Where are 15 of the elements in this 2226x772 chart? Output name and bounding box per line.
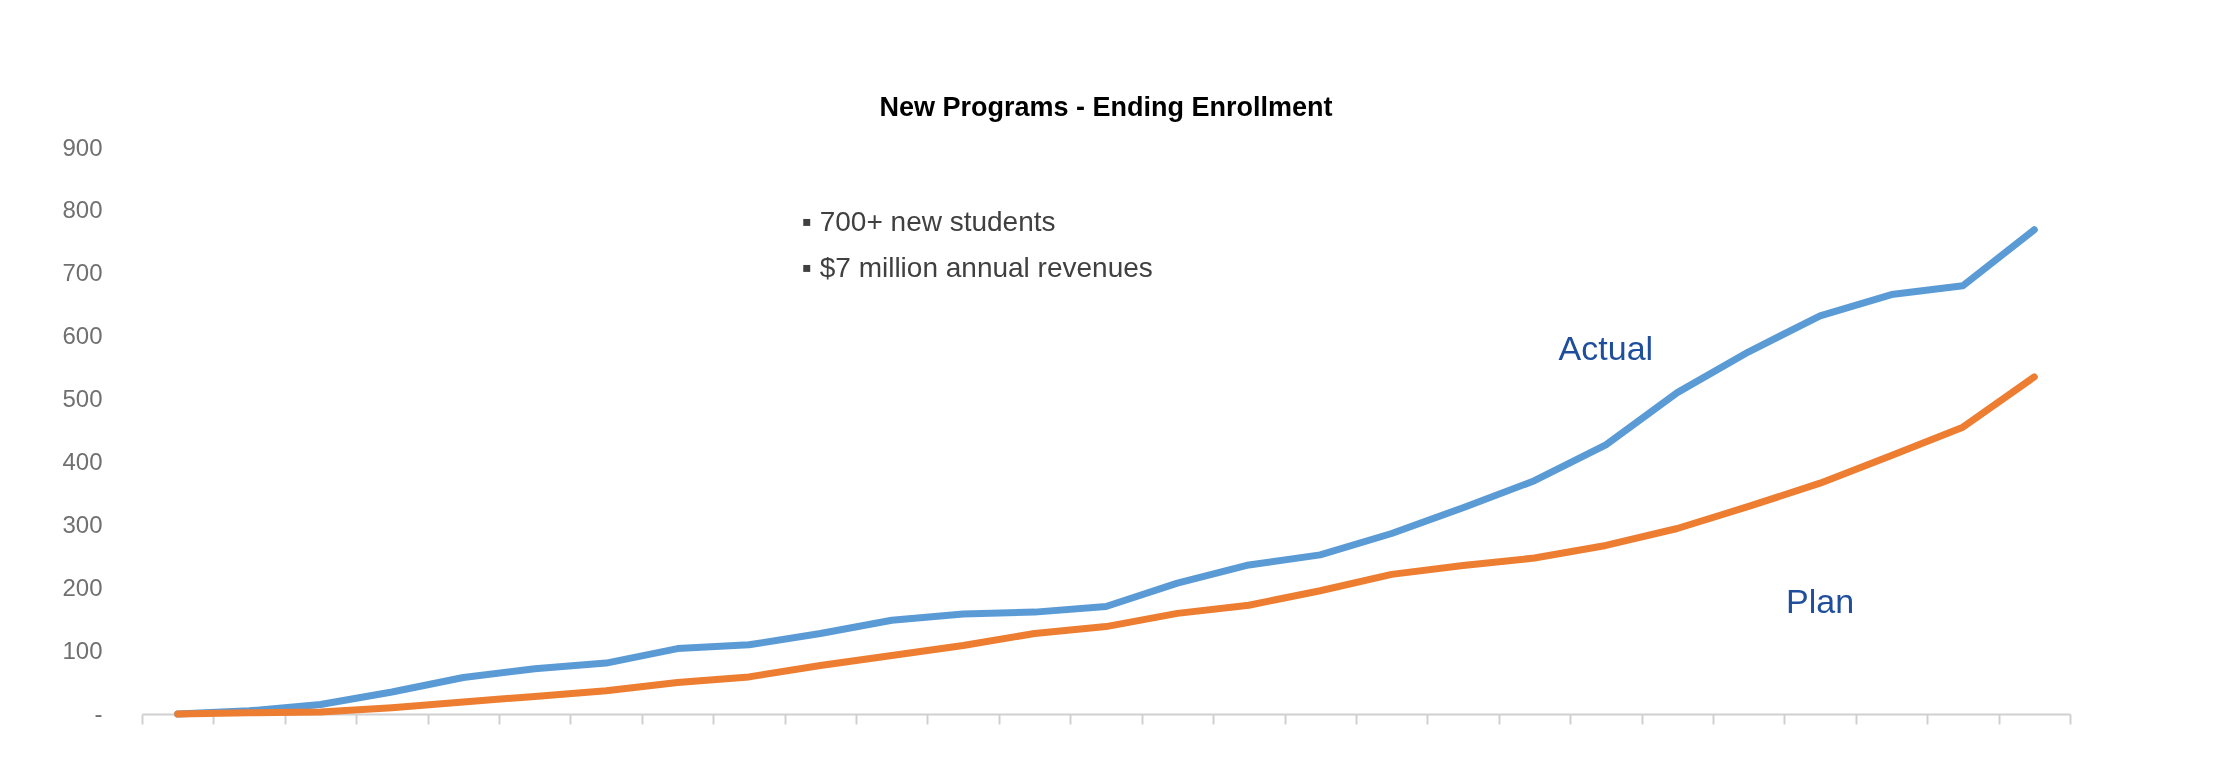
y-tick-label: 200 bbox=[62, 573, 103, 601]
y-tick-label: 400 bbox=[62, 447, 103, 475]
y-tick-label: 700 bbox=[62, 259, 103, 287]
annotation: ▪ 700+ new students bbox=[802, 206, 1056, 237]
text: Plan bbox=[1786, 582, 1855, 621]
y-tick-label: 600 bbox=[62, 322, 103, 350]
series-label: Actual bbox=[1558, 328, 1654, 367]
annotation: ▪ $7 million annual revenues bbox=[802, 252, 1153, 283]
y-tick-label: 100 bbox=[62, 636, 103, 664]
y-tick-label: 800 bbox=[62, 196, 103, 224]
y-tick-label: 500 bbox=[62, 385, 103, 413]
y-tick-label: 900 bbox=[62, 133, 103, 161]
y-tick-label: 300 bbox=[62, 510, 103, 538]
y-tick-label: - bbox=[94, 699, 103, 727]
chart-title: New Programs - Ending Enrollment bbox=[879, 92, 1333, 122]
